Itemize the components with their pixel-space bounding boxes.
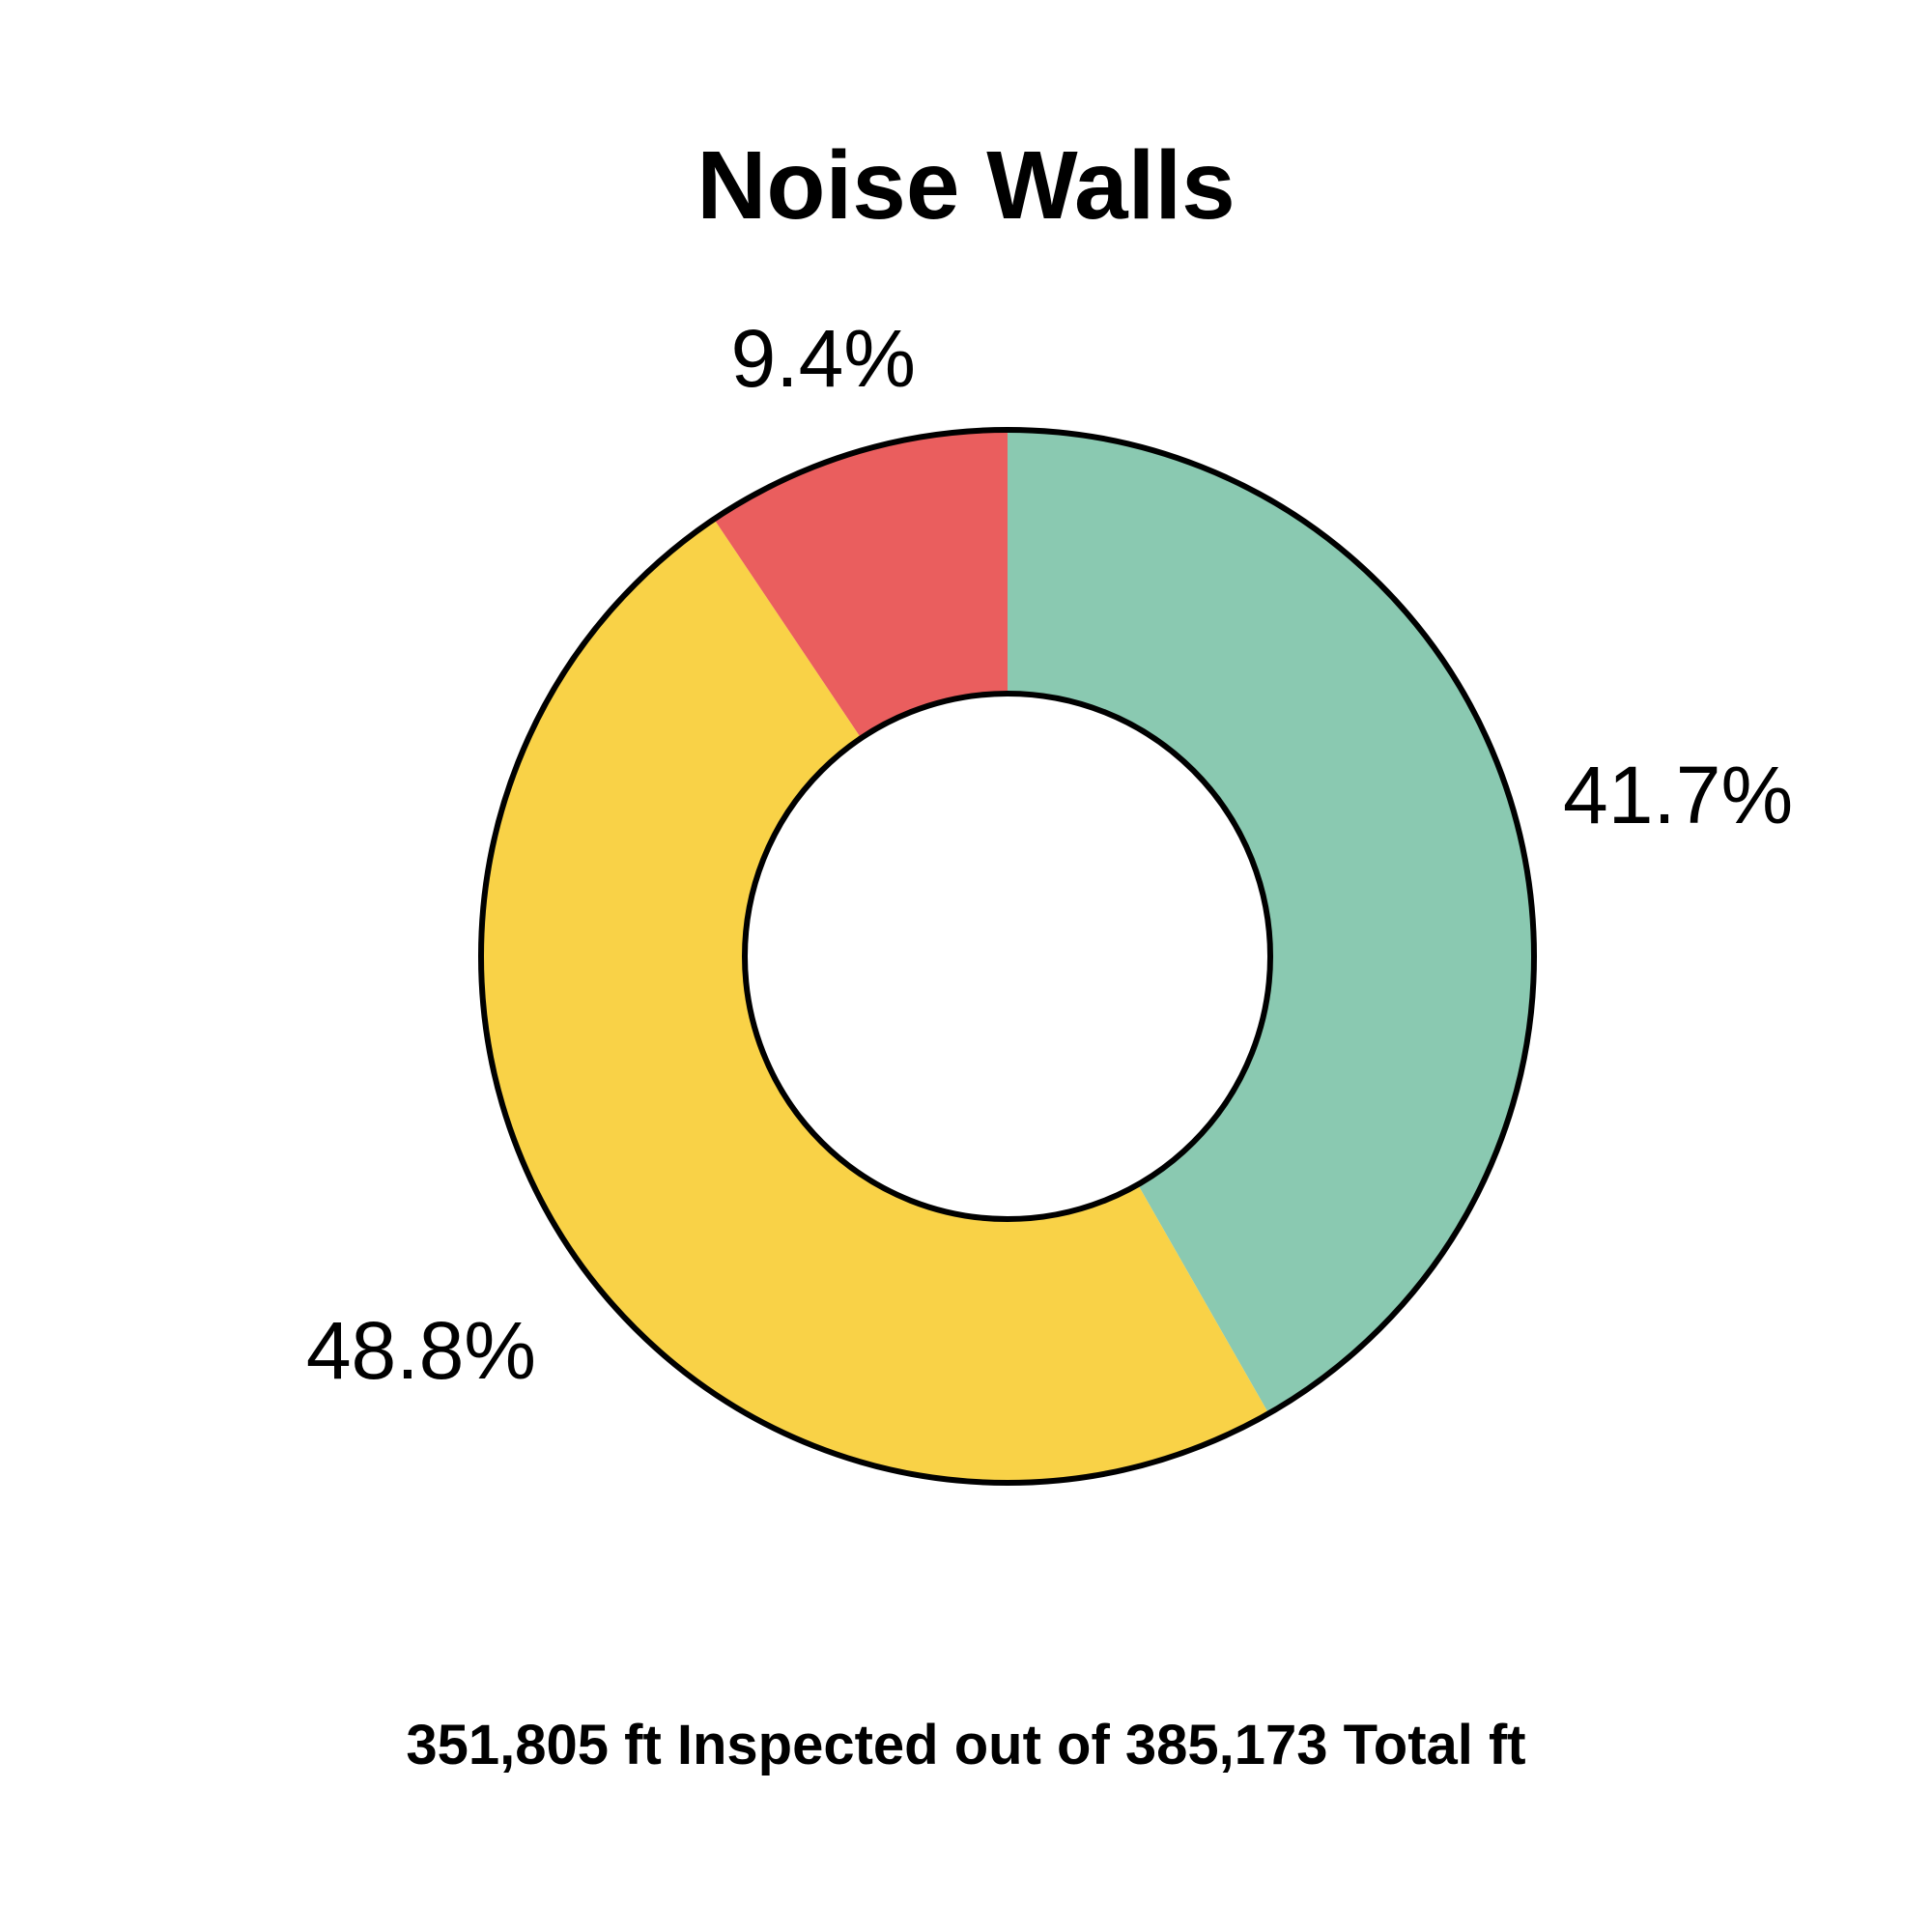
slice-label-1: 41.7% (1563, 750, 1793, 840)
slice-label-2: 48.8% (306, 1305, 536, 1396)
inspection-summary: 351,805 ft Inspected out of 385,173 Tota… (406, 1714, 1526, 1776)
donut-outer-ring (478, 427, 1537, 1486)
donut-slice-3 (714, 430, 1008, 739)
chart-title: Noise Walls (696, 131, 1236, 240)
donut-slice-2 (480, 519, 1269, 1484)
donut-hole (742, 691, 1273, 1222)
slice-label-3: 9.4% (731, 313, 916, 404)
donut-slices (478, 427, 1537, 1486)
donut-labels: 41.7% 48.8% 9.4% (306, 313, 1793, 1396)
